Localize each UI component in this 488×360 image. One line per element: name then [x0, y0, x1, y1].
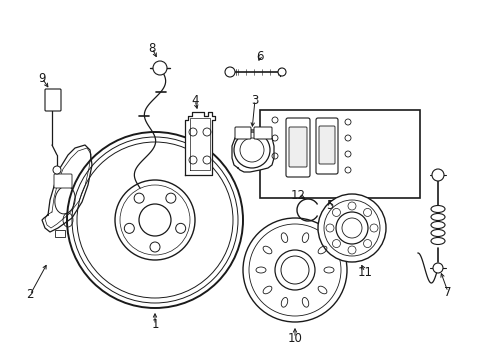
Text: 3: 3	[251, 94, 258, 107]
Circle shape	[335, 212, 367, 244]
FancyBboxPatch shape	[315, 118, 337, 174]
Text: 7: 7	[443, 285, 451, 298]
Text: 11: 11	[357, 266, 372, 279]
Text: 12: 12	[290, 189, 305, 202]
Polygon shape	[184, 112, 215, 175]
Circle shape	[124, 223, 134, 233]
Circle shape	[274, 250, 314, 290]
Text: 10: 10	[287, 332, 302, 345]
Text: 1: 1	[151, 319, 159, 332]
Circle shape	[153, 61, 167, 75]
Circle shape	[234, 132, 269, 168]
Text: 9: 9	[38, 72, 46, 85]
Circle shape	[165, 193, 176, 203]
FancyBboxPatch shape	[45, 89, 61, 111]
Circle shape	[278, 68, 285, 76]
FancyBboxPatch shape	[55, 230, 65, 237]
Circle shape	[281, 256, 308, 284]
Circle shape	[150, 242, 160, 252]
Circle shape	[431, 169, 443, 181]
Circle shape	[432, 263, 442, 273]
Circle shape	[53, 166, 61, 174]
Bar	[260, 110, 419, 198]
FancyBboxPatch shape	[253, 127, 271, 139]
Circle shape	[139, 204, 171, 236]
Circle shape	[317, 194, 385, 262]
Text: 8: 8	[148, 41, 155, 54]
Polygon shape	[231, 130, 273, 172]
FancyBboxPatch shape	[54, 174, 72, 188]
Text: 5: 5	[325, 198, 333, 212]
Circle shape	[175, 223, 185, 233]
Text: 6: 6	[256, 50, 263, 63]
FancyBboxPatch shape	[285, 118, 309, 177]
Circle shape	[224, 67, 235, 77]
Circle shape	[67, 132, 243, 308]
Circle shape	[134, 193, 144, 203]
FancyBboxPatch shape	[318, 126, 334, 164]
FancyBboxPatch shape	[235, 127, 250, 139]
Circle shape	[243, 218, 346, 322]
FancyBboxPatch shape	[288, 127, 306, 167]
Circle shape	[240, 138, 264, 162]
Text: 4: 4	[191, 94, 198, 107]
Text: 2: 2	[26, 288, 34, 302]
Polygon shape	[42, 145, 92, 232]
